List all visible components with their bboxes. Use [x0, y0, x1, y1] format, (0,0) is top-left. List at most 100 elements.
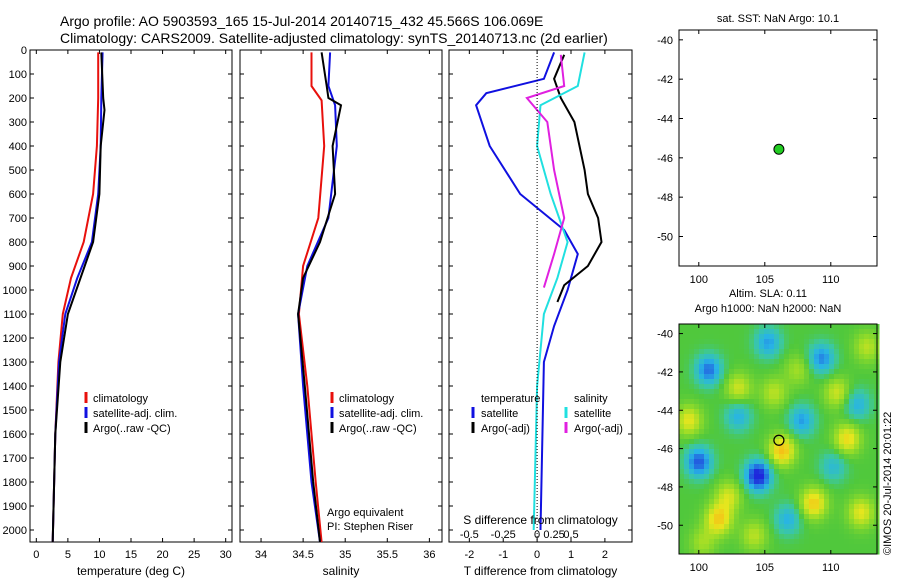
sla-cell [714, 514, 720, 520]
sla-cell [804, 369, 810, 375]
sla-cell [789, 494, 795, 500]
sla-cell [829, 414, 835, 420]
sla-ytick-label: -42 [657, 367, 673, 379]
sla-cell [694, 379, 700, 385]
sla-cell [779, 329, 785, 335]
temp-ytick-label: 1500 [3, 405, 27, 417]
sla-cell [814, 389, 820, 395]
sla-cell [869, 374, 875, 380]
sla-cell [869, 389, 875, 395]
sla-cell [784, 359, 790, 365]
sla-cell [774, 499, 780, 505]
sla-cell [814, 529, 820, 535]
sla-cell [709, 439, 715, 445]
sla-cell [734, 534, 740, 540]
sla-cell [709, 394, 715, 400]
sal-legend-label: climatology [339, 393, 395, 405]
sla-cell [864, 324, 870, 330]
sla-cell [749, 489, 755, 495]
sla-cell [724, 444, 730, 450]
sla-cell [774, 429, 780, 435]
sla-cell [684, 484, 690, 490]
sla-cell [694, 394, 700, 400]
sla-cell [824, 389, 830, 395]
sla-cell [789, 419, 795, 425]
sla-cell [829, 399, 835, 405]
sla-cell [724, 509, 730, 515]
sla-cell [794, 539, 800, 545]
sla-cell [809, 549, 815, 555]
sla-cell [789, 519, 795, 525]
diff-top-tick-label: 0 [534, 529, 540, 541]
sla-cell [859, 454, 865, 460]
sla-cell [689, 384, 695, 390]
temp-ytick-label: 500 [9, 165, 27, 177]
sla-cell [869, 394, 875, 400]
sla-cell [864, 359, 870, 365]
sst-frame [678, 29, 878, 267]
sla-cell [839, 329, 845, 335]
sla-cell [849, 549, 855, 555]
sla-cell [704, 334, 710, 340]
sla-cell [724, 549, 730, 555]
sla-cell [849, 344, 855, 350]
sla-cell [694, 424, 700, 430]
sla-cell [829, 479, 835, 485]
sla-cell [794, 479, 800, 485]
sla-cell [784, 354, 790, 360]
sla-cell [744, 379, 750, 385]
sla-cell [699, 464, 705, 470]
sla-cell [869, 484, 875, 490]
sla-cell [849, 489, 855, 495]
sla-cell [749, 384, 755, 390]
sla-cell [759, 474, 765, 480]
sla-cell [709, 339, 715, 345]
sla-cell [744, 524, 750, 530]
sla-cell [734, 479, 740, 485]
sla-title: Altim. SLA: 0.11 [729, 288, 807, 300]
diff-xtick-label: -1 [498, 549, 508, 561]
sla-cell [864, 384, 870, 390]
sla-cell [849, 324, 855, 330]
sla-cell [769, 529, 775, 535]
sla-cell [714, 399, 720, 405]
sla-cell [809, 494, 815, 500]
sal-legend-label: Argo(..raw -QC) [339, 423, 417, 435]
sla-cell [764, 344, 770, 350]
sla-cell [759, 429, 765, 435]
sla-cell [704, 459, 710, 465]
temp-series-line [51, 52, 106, 543]
sla-cell [779, 549, 785, 555]
diff-frame [448, 49, 633, 543]
sla-cell [804, 404, 810, 410]
sla-cell [814, 509, 820, 515]
sla-cell [784, 544, 790, 550]
sla-cell [774, 424, 780, 430]
sla-cell [859, 524, 865, 530]
sla-cell [784, 454, 790, 460]
sla-cell [794, 424, 800, 430]
sla-cell [814, 549, 820, 555]
sla-cell [804, 494, 810, 500]
sla-cell [749, 424, 755, 430]
sla-cell [794, 524, 800, 530]
sla-cell [779, 364, 785, 370]
sla-cell [859, 514, 865, 520]
sla-cell [744, 474, 750, 480]
sla-cell [774, 379, 780, 385]
sla-cell [864, 504, 870, 510]
sla-cell [759, 384, 765, 390]
sla-cell [754, 364, 760, 370]
sla-cell [799, 544, 805, 550]
sla-cell [774, 344, 780, 350]
sla-cell [694, 479, 700, 485]
sla-cell [709, 504, 715, 510]
sla-cell [809, 409, 815, 415]
sla-cell [829, 429, 835, 435]
sla-cell [864, 399, 870, 405]
sla-cell [794, 519, 800, 525]
diff-top-xlabel: S difference from climatology [463, 513, 618, 527]
sla-cell [814, 429, 820, 435]
sla-cell [719, 484, 725, 490]
sla-cell [809, 329, 815, 335]
